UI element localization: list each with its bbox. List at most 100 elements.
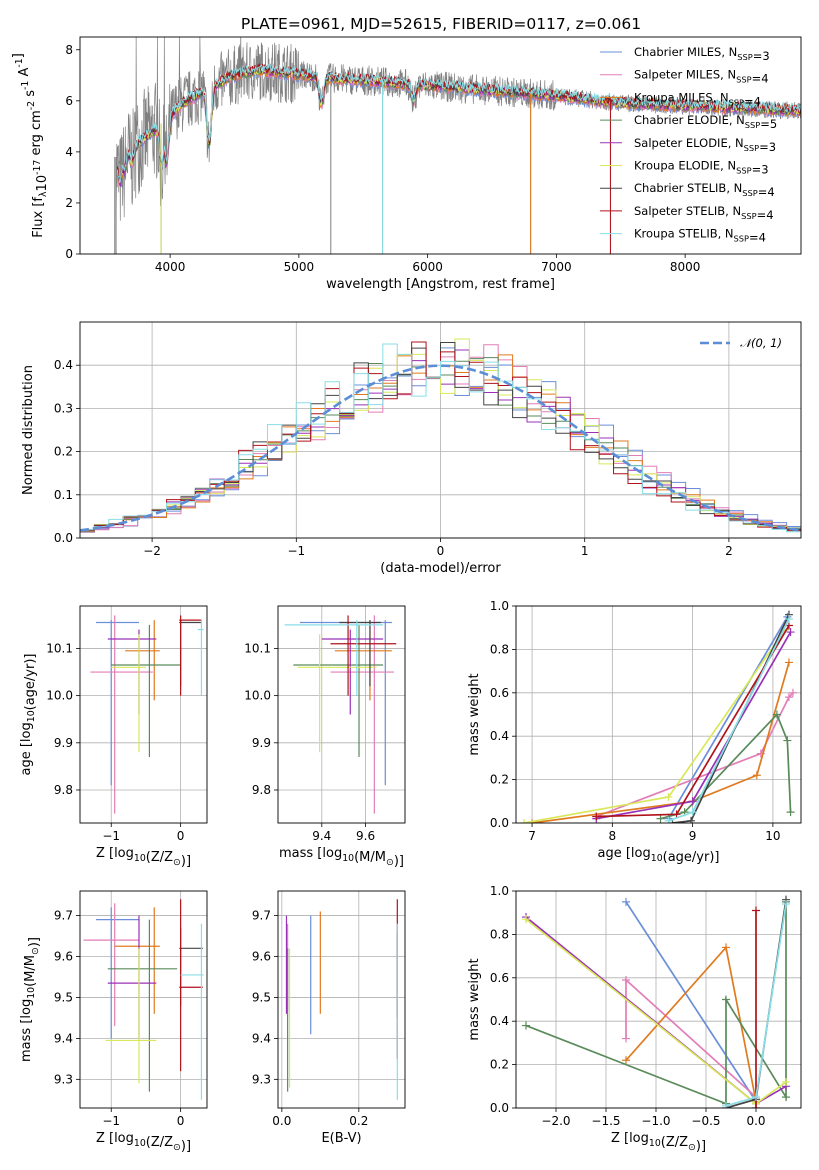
mass-weight-marker	[688, 808, 697, 817]
mass-weight-line	[667, 616, 789, 820]
tick-label-y: 8	[65, 43, 73, 57]
plot-area-weight_vs_age	[520, 610, 797, 823]
mass-weight-marker	[656, 814, 665, 823]
tick-label-y: 9.9	[252, 736, 271, 750]
x-axis-label: E(B-V)	[321, 1131, 361, 1146]
mass-weight-marker	[622, 975, 630, 984]
tick-label-x: 2	[725, 544, 733, 558]
y-axis-label: mass weight	[467, 673, 482, 755]
axes-frame	[515, 605, 802, 824]
residual-histogram	[80, 343, 801, 533]
tick-label-x: −1	[102, 829, 120, 843]
mass-weight-marker	[672, 810, 681, 819]
y-axis-label: age [log10(age/yr)]	[19, 654, 38, 776]
x-axis-label: Z [log10(Z/Z⊙)]	[96, 846, 191, 869]
tick-label-y: 0.0	[490, 1101, 509, 1115]
x-axis-label: age [log10(age/yr)]	[598, 846, 720, 865]
mass-weight-marker	[782, 1077, 790, 1086]
mass-weight-marker	[782, 1093, 790, 1102]
tick-label-y: 0.0	[54, 531, 73, 545]
mass-weight-marker	[786, 808, 795, 817]
mass-weight-marker	[622, 1034, 630, 1043]
tick-label-y: 9.5	[54, 990, 73, 1004]
tick-label-y: 9.6	[252, 950, 271, 964]
mass-weight-marker	[528, 819, 537, 823]
mass-weight-marker	[752, 906, 760, 915]
tick-label-y: 0.1	[54, 488, 73, 502]
tick-label-y: 0.2	[490, 1058, 509, 1072]
tick-label-y: 6	[65, 94, 73, 108]
tick-label-x: 0	[437, 544, 445, 558]
y-axis-label: Normed distribution	[21, 365, 36, 495]
tick-label-x: −0.5	[691, 1114, 720, 1128]
mass-weight-marker	[664, 816, 673, 823]
tick-label-x: −1	[287, 544, 305, 558]
mass-weight-marker	[687, 816, 696, 823]
tick-label-x: 9	[689, 829, 697, 843]
tick-label-x: 7000	[541, 260, 572, 274]
tick-label-y: 9.4	[54, 1031, 73, 1045]
legend-label: Kroupa MILES, NSSP=4	[634, 90, 761, 108]
axes-frame	[277, 890, 406, 1109]
tick-label-x: −1	[102, 1114, 120, 1128]
mass-weight-marker	[784, 658, 793, 667]
panel-age_vs_Z: −1 0 9.8 9.9 10.0 10.1 Z [log10(Z/Z⊙)] age [log…	[19, 605, 208, 869]
tick-label-y: 9.3	[54, 1072, 73, 1086]
tick-label-x: 4000	[155, 260, 186, 274]
tick-label-y: 9.7	[252, 909, 271, 923]
tick-label-y: 0.3	[54, 401, 73, 415]
panel-mass_vs_ebv: 0.0 0.2 9.3 9.4 9.5 9.6 9.7 E(B-V)	[252, 890, 406, 1146]
tick-label-y: 0.6	[490, 971, 509, 985]
axes-frame	[79, 890, 208, 1109]
figure-title: PLATE=0961, MJD=52615, FIBERID=0117, z=0…	[241, 15, 641, 33]
tick-label-x: 8000	[670, 260, 701, 274]
plot-area-age_vs_Z	[90, 615, 204, 814]
y-axis-label: mass weight	[467, 958, 482, 1040]
mass-weight-line	[625, 945, 757, 1102]
tick-label-x: 9.6	[356, 829, 375, 843]
tick-label-x: 0.2	[349, 1114, 368, 1128]
axes-frame	[277, 605, 406, 824]
mass-weight-marker	[522, 915, 530, 924]
tick-label-y: 0.0	[490, 816, 509, 830]
tick-label-x: −1.5	[591, 1114, 620, 1128]
tick-label-y: 0.2	[54, 445, 73, 459]
panel-mass_vs_Z: −1 0 9.3 9.4 9.5 9.6 9.7 Z [log10(Z/Z⊙)] mass [l…	[19, 890, 208, 1154]
plot-area-weight_vs_Z	[522, 895, 790, 1108]
mass-weight-marker	[784, 693, 793, 702]
tick-label-y: 10.1	[46, 641, 73, 655]
x-axis-label: Z [log10(Z/Z⊙)]	[96, 1131, 191, 1154]
tick-label-x: 9.4	[312, 829, 331, 843]
mass-weight-marker	[752, 1104, 760, 1108]
tick-label-y: 0.4	[490, 729, 509, 743]
tick-label-x: 6000	[412, 260, 443, 274]
legend-label: 𝒩(0, 1)	[740, 336, 782, 350]
axes-frame	[79, 605, 208, 824]
tick-label-y: 1.0	[490, 884, 509, 898]
x-axis-label: (data-model)/error	[380, 561, 501, 576]
tick-label-x: 0.0	[272, 1114, 291, 1128]
tick-label-y: 4	[65, 145, 73, 159]
tick-label-x: 10	[765, 829, 780, 843]
axes-frame	[79, 36, 802, 255]
mass-weight-marker	[592, 812, 601, 821]
mass-weight-marker	[782, 900, 790, 909]
panel-weight_vs_Z: −2.0 −1.5 −1.0 −0.5 0.0 0.0 0.2 0.4 0.6 0.8 1.0 Z […	[467, 884, 802, 1154]
mass-weight-line	[595, 692, 794, 818]
y-axis-label: mass [log10(M/M⊙)]	[19, 937, 42, 1062]
mass-weight-marker	[520, 819, 529, 823]
mass-weight-marker	[788, 688, 797, 697]
mass-weight-marker	[752, 1093, 760, 1102]
tick-label-x: 5000	[284, 260, 315, 274]
tick-label-y: 0.8	[490, 642, 509, 656]
tick-label-x: 8	[609, 829, 617, 843]
tick-label-x: 1	[581, 544, 589, 558]
plot-area-mass_vs_Z	[83, 899, 204, 1100]
plot-area-residuals	[80, 338, 801, 533]
tick-label-x: 0	[177, 1114, 185, 1128]
mass-weight-marker	[784, 615, 793, 624]
tick-label-y: 0.4	[54, 358, 73, 372]
tick-label-y: 9.8	[54, 783, 73, 797]
panel-residuals: −2 −1 0 1 2 0.0 0.1 0.2 0.3 0.4 (data-model)/error…	[21, 321, 802, 576]
tick-label-y: 0	[65, 247, 73, 261]
